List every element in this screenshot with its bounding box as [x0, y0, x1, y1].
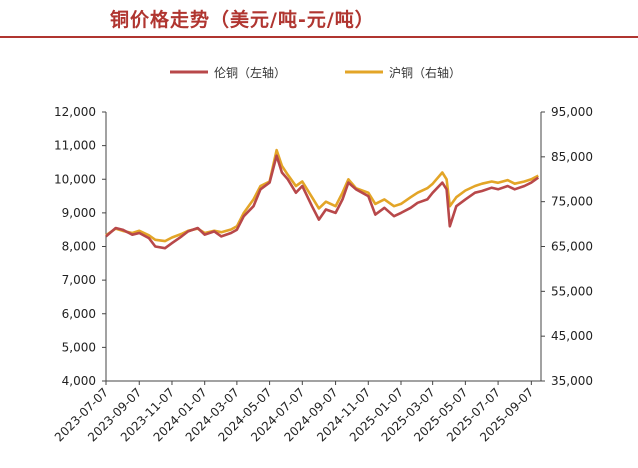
- left-tick-label: 6,000: [62, 307, 96, 321]
- left-tick-label: 12,000: [54, 105, 96, 119]
- right-tick-label: 45,000: [551, 329, 593, 343]
- legend-item-lme: 伦铜（左轴）: [170, 65, 286, 80]
- right-tick-label: 65,000: [551, 240, 593, 254]
- left-tick-label: 8,000: [62, 240, 96, 254]
- axes: 4,000 5,000 6,000 7,000 8,000 9,000 10,000 11,0…: [52, 105, 593, 444]
- legend-item-shfe: 沪铜（右轴）: [345, 65, 461, 80]
- legend-label: 沪铜（右轴）: [389, 65, 461, 80]
- header: 铜价格走势（美元/吨-元/吨）: [0, 0, 638, 40]
- right-tick-label: 85,000: [551, 150, 593, 164]
- left-tick-label: 11,000: [54, 139, 96, 153]
- legend-label: 伦铜（左轴）: [214, 65, 286, 80]
- legend: 伦铜（左轴） 沪铜（右轴）: [170, 65, 461, 80]
- left-tick-label: 10,000: [54, 172, 96, 186]
- chart-title: 铜价格走势（美元/吨-元/吨）: [110, 9, 375, 31]
- series-line-lme: [105, 154, 540, 250]
- series-line-shfe: [105, 148, 539, 243]
- right-tick-label: 95,000: [551, 105, 593, 119]
- left-tick-label: 9,000: [62, 206, 96, 220]
- left-tick-label: 7,000: [62, 273, 96, 287]
- right-tick-label: 75,000: [551, 195, 593, 209]
- left-tick-label: 4,000: [62, 374, 96, 388]
- series-layer: [105, 148, 540, 250]
- title-rule: [0, 36, 638, 38]
- right-tick-label: 35,000: [551, 374, 593, 388]
- left-tick-label: 5,000: [62, 340, 96, 354]
- right-tick-label: 55,000: [551, 284, 593, 298]
